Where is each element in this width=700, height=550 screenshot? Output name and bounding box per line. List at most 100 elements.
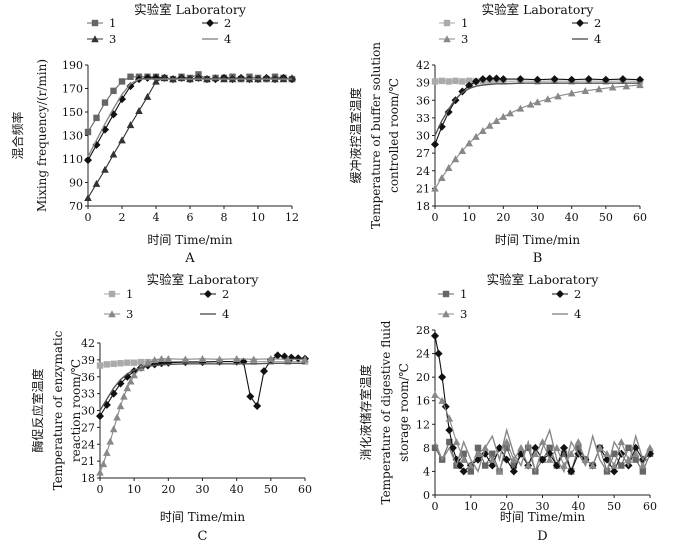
data-point bbox=[431, 78, 439, 85]
x-tick-label: 30 bbox=[531, 211, 545, 224]
y-tick-label: 18 bbox=[416, 200, 430, 213]
y-tick-label: 42 bbox=[416, 59, 430, 72]
y-tick-label: 16 bbox=[416, 395, 430, 408]
data-point bbox=[531, 449, 540, 457]
y-tick-label: 42 bbox=[81, 337, 95, 350]
data-point bbox=[84, 156, 92, 165]
axes: 18 21 24 27 30 33 36 39 42 0 10 20 30 40 50 60 bbox=[416, 59, 647, 224]
data-point bbox=[560, 450, 568, 457]
data-point bbox=[150, 356, 159, 364]
data-point bbox=[533, 75, 542, 84]
legend-marker-triangle bbox=[91, 35, 99, 43]
legend-entry-4: 4 bbox=[200, 307, 229, 321]
x-tick-label: 6 bbox=[187, 211, 194, 224]
data-point bbox=[618, 75, 627, 84]
data-point bbox=[474, 449, 482, 457]
data-point bbox=[467, 468, 475, 475]
chart-title: 实验室 Laboratory bbox=[487, 272, 600, 287]
data-point bbox=[524, 461, 532, 469]
data-point bbox=[459, 455, 468, 463]
data-point bbox=[452, 77, 459, 85]
y-tick-label: 39 bbox=[81, 354, 95, 367]
data-point bbox=[554, 92, 562, 100]
data-point bbox=[126, 377, 135, 385]
data-point bbox=[215, 355, 224, 363]
y-axis-label-line: reaction room/℃ bbox=[69, 359, 83, 462]
y-tick-label: 20 bbox=[416, 371, 430, 384]
y-axis-label-line: Temperature of enzymatic bbox=[51, 330, 65, 490]
axes: 70 90 110 130 150 170 190 0 2 4 6 8 10 12 bbox=[62, 59, 299, 224]
data-point bbox=[120, 392, 128, 400]
legend-marker-square bbox=[91, 19, 99, 27]
legend-entry-1: 1 bbox=[438, 287, 467, 301]
data-point bbox=[550, 75, 559, 84]
legend-marker-diamond bbox=[576, 19, 584, 27]
x-tick-label: 40 bbox=[571, 500, 585, 513]
chart-title: 实验室 Laboratory bbox=[482, 2, 595, 17]
data-point bbox=[636, 81, 644, 89]
data-point bbox=[516, 75, 525, 84]
y-tick-label: 21 bbox=[416, 182, 430, 195]
legend-entry-1: 1 bbox=[439, 16, 468, 30]
data-point bbox=[144, 358, 152, 366]
y-tick-label: 33 bbox=[416, 112, 430, 125]
legend-entry-2: 2 bbox=[572, 16, 601, 30]
x-tick-label: 30 bbox=[536, 500, 550, 513]
data-point bbox=[110, 87, 117, 95]
data-point bbox=[438, 77, 446, 85]
data-point bbox=[458, 146, 467, 154]
data-point bbox=[610, 461, 618, 469]
x-tick-label: 50 bbox=[264, 483, 278, 496]
y-tick-label: 8 bbox=[423, 442, 430, 455]
x-tick-label: 30 bbox=[196, 483, 210, 496]
legend-label: 3 bbox=[461, 32, 468, 46]
data-point bbox=[456, 461, 465, 470]
x-tick-label: 50 bbox=[607, 500, 621, 513]
data-point bbox=[465, 77, 473, 85]
legend-entry-4: 4 bbox=[572, 32, 601, 46]
y-tick-label: 39 bbox=[416, 77, 430, 90]
data-point bbox=[444, 164, 453, 172]
y-tick-label: 28 bbox=[416, 324, 430, 337]
data-point bbox=[446, 438, 453, 446]
y-tick-label: 36 bbox=[416, 94, 430, 107]
data-point bbox=[524, 444, 532, 452]
legend-marker-square bbox=[443, 19, 451, 27]
data-point bbox=[499, 112, 508, 120]
data-point bbox=[509, 467, 518, 476]
data-point bbox=[472, 77, 480, 86]
data-point bbox=[103, 361, 111, 368]
data-point bbox=[625, 444, 632, 452]
data-point bbox=[143, 92, 152, 100]
y-tick-label: 33 bbox=[81, 388, 95, 401]
series-line bbox=[87, 78, 292, 158]
y-tick-label: 27 bbox=[416, 147, 430, 160]
data-point bbox=[267, 354, 275, 362]
series-4 bbox=[434, 82, 640, 136]
data-point bbox=[124, 359, 131, 366]
data-point bbox=[478, 75, 487, 84]
y-tick-label: 24 bbox=[81, 438, 95, 451]
panel-label: D bbox=[537, 529, 547, 544]
data-point bbox=[451, 155, 460, 163]
y-tick-label: 150 bbox=[62, 106, 83, 119]
y-axis-label-line: 缓冲液控温室温度 bbox=[348, 87, 363, 183]
data-point bbox=[152, 77, 160, 85]
data-point bbox=[610, 467, 619, 476]
data-point bbox=[431, 331, 439, 340]
data-point bbox=[639, 468, 647, 475]
data-point bbox=[545, 455, 554, 463]
data-point bbox=[109, 150, 118, 158]
legend-label: 3 bbox=[460, 307, 467, 321]
data-point bbox=[452, 438, 461, 446]
x-tick-label: 12 bbox=[285, 211, 299, 224]
x-tick-label: 8 bbox=[221, 211, 228, 224]
axes: 0 4 8 12 16 20 24 28 0 10 20 30 40 50 60 bbox=[416, 324, 657, 513]
legend-label: 2 bbox=[594, 16, 601, 30]
data-point bbox=[538, 455, 547, 464]
axes: 18 21 24 27 30 33 36 39 42 0 10 20 30 40 50 60 bbox=[81, 337, 312, 496]
x-tick-label: 0 bbox=[97, 483, 104, 496]
legend-marker-diamond bbox=[556, 290, 564, 298]
panel-label: A bbox=[184, 251, 195, 266]
data-point bbox=[458, 87, 467, 96]
